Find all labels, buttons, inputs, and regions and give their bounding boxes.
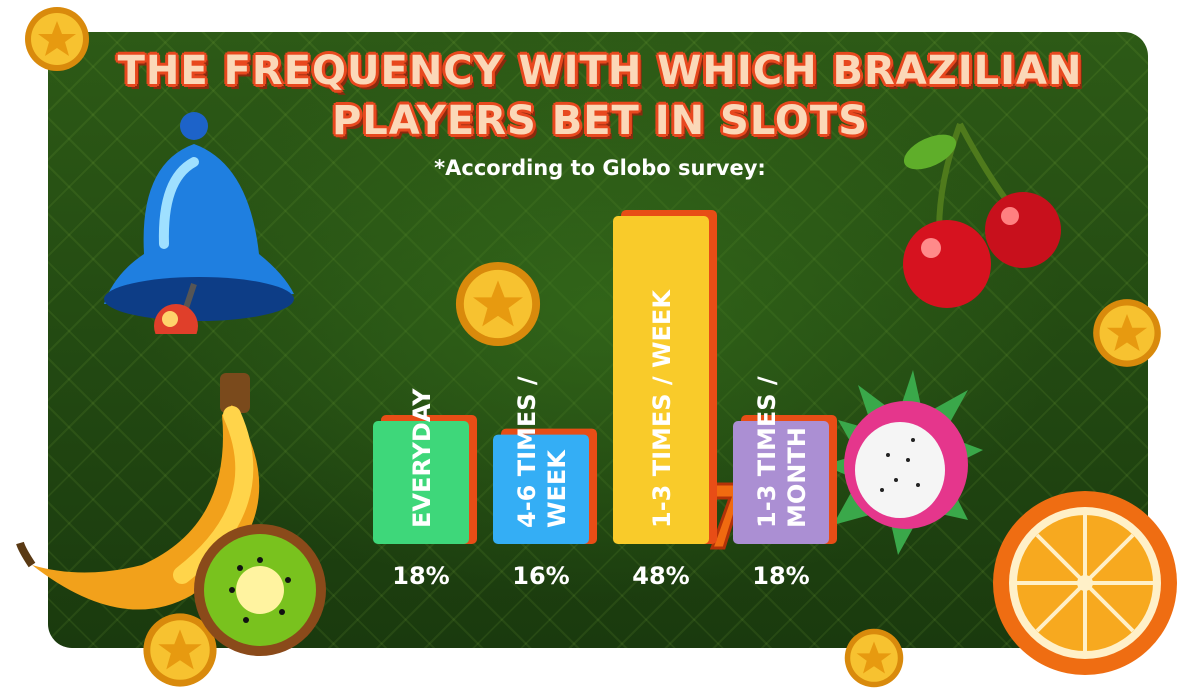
category-label: 4-6 TIMES /WEEK: [513, 376, 571, 528]
cherry-icon: [903, 122, 1061, 308]
coin-icon: [844, 628, 904, 688]
chart-title-line-1: THE FREQUENCY WITH WHICH BRAZILIAN: [117, 48, 1083, 94]
orange-icon: [993, 491, 1177, 675]
dragon-fruit-icon: [823, 370, 983, 555]
coin-icon: [1093, 299, 1161, 367]
coin-icon: [25, 7, 89, 71]
bar: [493, 434, 589, 544]
coin-icon: [143, 613, 217, 687]
bar: [733, 421, 829, 544]
bar: [373, 421, 469, 544]
category-label: 1-3 TIMES /MONTH: [753, 376, 811, 528]
bar: [613, 216, 709, 544]
value-label: 48%: [632, 562, 689, 590]
chart-title-line-2: PLAYERS BET IN SLOTS: [331, 98, 869, 144]
chart-subtitle: *According to Globo survey:: [434, 156, 766, 180]
value-label: 18%: [392, 562, 449, 590]
value-label: 18%: [752, 562, 809, 590]
coin-icon: [455, 261, 541, 347]
bell-icon: [104, 112, 294, 334]
category-label: 1-3 TIMES / WEEK: [648, 289, 676, 528]
value-label: 16%: [512, 562, 569, 590]
category-label: EVERYDAY: [408, 388, 436, 528]
kiwi-icon: [194, 524, 326, 656]
